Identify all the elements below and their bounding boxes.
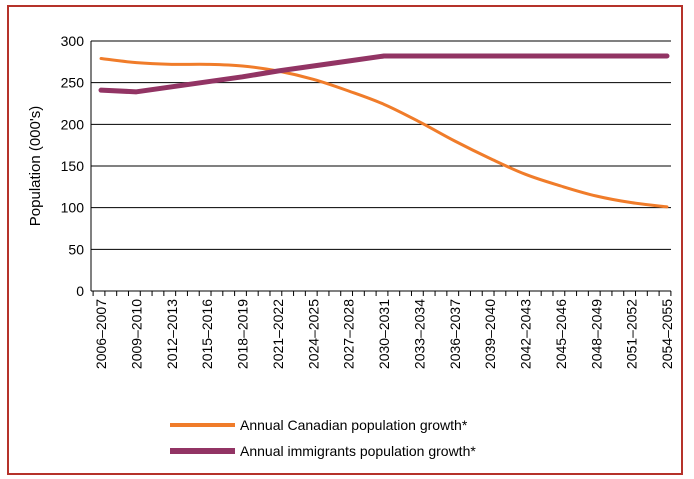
y-tick-label: 0 xyxy=(76,283,84,299)
x-tick-label: 2054–2055 xyxy=(659,299,675,369)
y-tick-label: 200 xyxy=(61,116,85,132)
x-tick-label: 2006–2007 xyxy=(93,299,109,369)
y-axis-label: Population (000's) xyxy=(27,106,44,226)
x-tick-label: 2015–2016 xyxy=(199,299,215,369)
y-tick-label: 50 xyxy=(68,241,84,257)
x-tick-label: 2048–2049 xyxy=(588,299,604,369)
x-tick-label: 2027–2028 xyxy=(341,299,357,369)
x-tick-label: 2018–2019 xyxy=(235,299,251,369)
y-tick-label: 150 xyxy=(61,158,85,174)
x-tick-label: 2042–2043 xyxy=(518,299,534,369)
x-tick-label: 2045–2046 xyxy=(553,299,569,369)
x-tick-label: 2030–2031 xyxy=(376,299,392,369)
y-tick-label: 100 xyxy=(61,200,85,216)
x-tick-label: 2033–2034 xyxy=(411,299,427,369)
x-tick-label: 2021–2022 xyxy=(270,299,286,369)
chart-frame xyxy=(7,5,683,475)
x-tick-label: 2039–2040 xyxy=(482,299,498,369)
x-tick-label: 2024–2025 xyxy=(305,299,321,369)
y-tick-label: 300 xyxy=(61,33,85,49)
y-tick-label: 250 xyxy=(61,75,85,91)
legend-label-2: Annual immigrants population growth* xyxy=(240,443,476,459)
x-tick-label: 2012–2013 xyxy=(164,299,180,369)
x-tick-label: 2051–2052 xyxy=(624,299,640,369)
legend-label-1: Annual Canadian population growth* xyxy=(240,417,468,433)
x-tick-label: 2009–2010 xyxy=(128,299,144,369)
x-tick-label: 2036–2037 xyxy=(447,299,463,369)
series-line-1 xyxy=(99,57,669,209)
series-line-2 xyxy=(98,53,670,95)
